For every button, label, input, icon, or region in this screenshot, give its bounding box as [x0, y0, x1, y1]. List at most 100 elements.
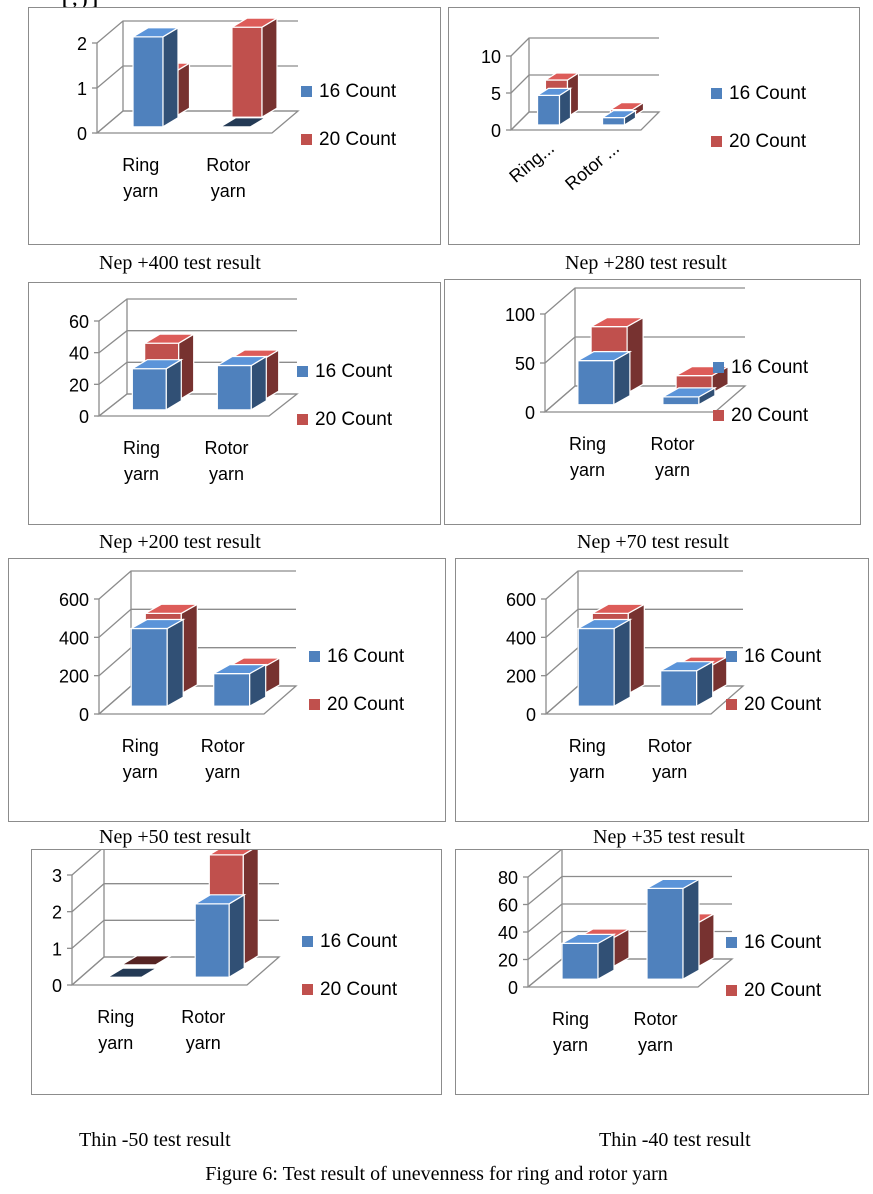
bar-front: [577, 627, 615, 707]
x-tick-label: Rotor yarn: [204, 438, 248, 484]
bar-top: [535, 87, 573, 97]
bar-top: [559, 933, 617, 945]
legend-label: 20 Count: [744, 694, 822, 715]
legend-swatch: [302, 984, 313, 995]
legend-swatch: [309, 651, 320, 662]
x-tick-label: Ring yarn: [122, 155, 159, 201]
legend-swatch: [713, 362, 724, 373]
x-tick-label: Ring yarn: [97, 1007, 134, 1053]
gridline: [527, 850, 562, 878]
bar-side: [228, 893, 245, 979]
chart-panel: 0 1 2 Ring yarn Rotor yarn 16 Count 20 Count: [28, 7, 441, 245]
bar-front: [194, 903, 230, 978]
bar-top: [588, 316, 646, 328]
legend-swatch: [309, 699, 320, 710]
chart-panel: 0 5 10 Ring... Rotor ... 16 Count 20 Count: [448, 7, 860, 245]
bar-top: [207, 850, 253, 856]
y-tick-label: 80: [498, 868, 518, 888]
bar-chart: 0 1 2 3 Ring yarn Rotor yarn 16 Count 20 Count: [52, 850, 398, 1053]
chart-caption: Nep +35 test result: [593, 826, 745, 848]
chart-panel: 0 20 40 60 80 Ring yarn Rotor yarn 16 Count 20 Cou…: [455, 849, 869, 1095]
chart-panel: 0 200 400 600 Ring yarn Rotor yarn 16 Count 20 Co…: [455, 558, 869, 822]
bar-top: [218, 117, 268, 128]
chart-panel: 0 200 400 600 Ring yarn Rotor yarn 16 Count 20 Co…: [8, 558, 446, 822]
x-tick-label: Rotor yarn: [648, 736, 692, 782]
chart-floor: [526, 958, 734, 988]
chart-floor: [544, 685, 745, 715]
bar-top: [543, 72, 581, 81]
legend-label: 20 Count: [319, 129, 397, 150]
bar-chart: 0 20 40 60 80 Ring yarn Rotor yarn 16 Count 20 Cou…: [498, 850, 822, 1055]
chart-panel: 0 50 100 Ring yarn Rotor yarn 16 Count 20 Count: [444, 279, 861, 525]
figure-caption: Figure 6: Test result of unevenness for …: [205, 1163, 668, 1185]
x-tick-label: Rotor yarn: [206, 155, 250, 201]
bar-front: [662, 396, 700, 406]
y-tick-label: 600: [506, 590, 536, 610]
x-tick-label: Rotor yarn: [201, 736, 245, 782]
x-tick-label: Rotor ...: [561, 138, 623, 194]
x-tick-label: Ring yarn: [123, 438, 160, 484]
y-tick-label: 20: [498, 951, 518, 971]
y-tick-label: 1: [52, 939, 62, 959]
bar-side: [613, 618, 631, 708]
y-tick-label: 20: [69, 375, 89, 395]
chart-panel: 0 20 40 60 Ring yarn Rotor yarn 16 Count 20 Count: [28, 282, 441, 525]
chart-caption: Nep +200 test result: [99, 531, 261, 553]
legend-swatch: [711, 136, 722, 147]
legend-swatch: [297, 414, 308, 425]
chart-floor: [509, 111, 661, 131]
bar-top: [575, 350, 633, 362]
y-tick-label: 600: [59, 590, 89, 610]
bar: [559, 933, 617, 981]
legend-label: 16 Count: [320, 931, 398, 952]
gridline: [510, 37, 659, 57]
legend-swatch: [711, 88, 722, 99]
legend-swatch: [726, 985, 737, 996]
chart-floor: [70, 956, 281, 986]
y-tick-label: 0: [525, 403, 535, 423]
legend-label: 20 Count: [731, 405, 809, 426]
chart-caption: Nep +280 test result: [565, 252, 727, 274]
y-tick-label: 0: [77, 124, 87, 144]
y-tick-label: 400: [506, 628, 536, 648]
bar-top: [105, 967, 159, 978]
x-tick-label: Ring yarn: [122, 736, 159, 782]
bar: [575, 350, 633, 406]
y-tick-label: 400: [59, 628, 89, 648]
y-tick-label: 5: [491, 84, 501, 104]
chart-caption: Thin -50 test result: [79, 1129, 231, 1151]
bar-side: [261, 17, 278, 119]
chart-caption: Nep +400 test result: [99, 252, 261, 274]
y-tick-label: 200: [59, 667, 89, 687]
bar-front: [130, 627, 168, 707]
legend-label: 20 Count: [729, 131, 807, 152]
y-tick-label: 200: [506, 667, 536, 687]
bar: [660, 386, 718, 406]
bar-chart: 0 50 100 Ring yarn Rotor yarn 16 Count 20 Count: [505, 287, 809, 480]
gridline: [98, 570, 296, 600]
y-tick-label: 0: [491, 121, 501, 141]
legend-swatch: [301, 86, 312, 97]
bar-top: [211, 663, 268, 675]
gridline: [71, 850, 102, 876]
y-tick-label: 40: [69, 344, 89, 364]
bar-front: [131, 368, 167, 411]
bar: [644, 878, 702, 981]
bar: [218, 117, 268, 128]
y-tick-label: 0: [79, 705, 89, 725]
legend-label: 16 Count: [315, 361, 393, 382]
chart-floor: [95, 110, 300, 134]
bar-chart: 0 200 400 600 Ring yarn Rotor yarn 16 Count 20 Co…: [59, 570, 405, 782]
y-tick-label: 60: [498, 896, 518, 916]
bar-chart: 0 5 10 Ring... Rotor ... 16 Count 20 Count: [481, 37, 807, 194]
bar-top: [130, 359, 184, 370]
x-tick-label: Ring...: [505, 138, 558, 187]
bar-front: [561, 942, 599, 980]
bar: [535, 87, 573, 127]
y-tick-label: 0: [508, 978, 518, 998]
bar: [128, 618, 186, 708]
bar-side: [166, 618, 184, 708]
legend-swatch: [726, 937, 737, 948]
y-tick-label: 100: [505, 305, 535, 325]
y-tick-label: 50: [515, 354, 535, 374]
